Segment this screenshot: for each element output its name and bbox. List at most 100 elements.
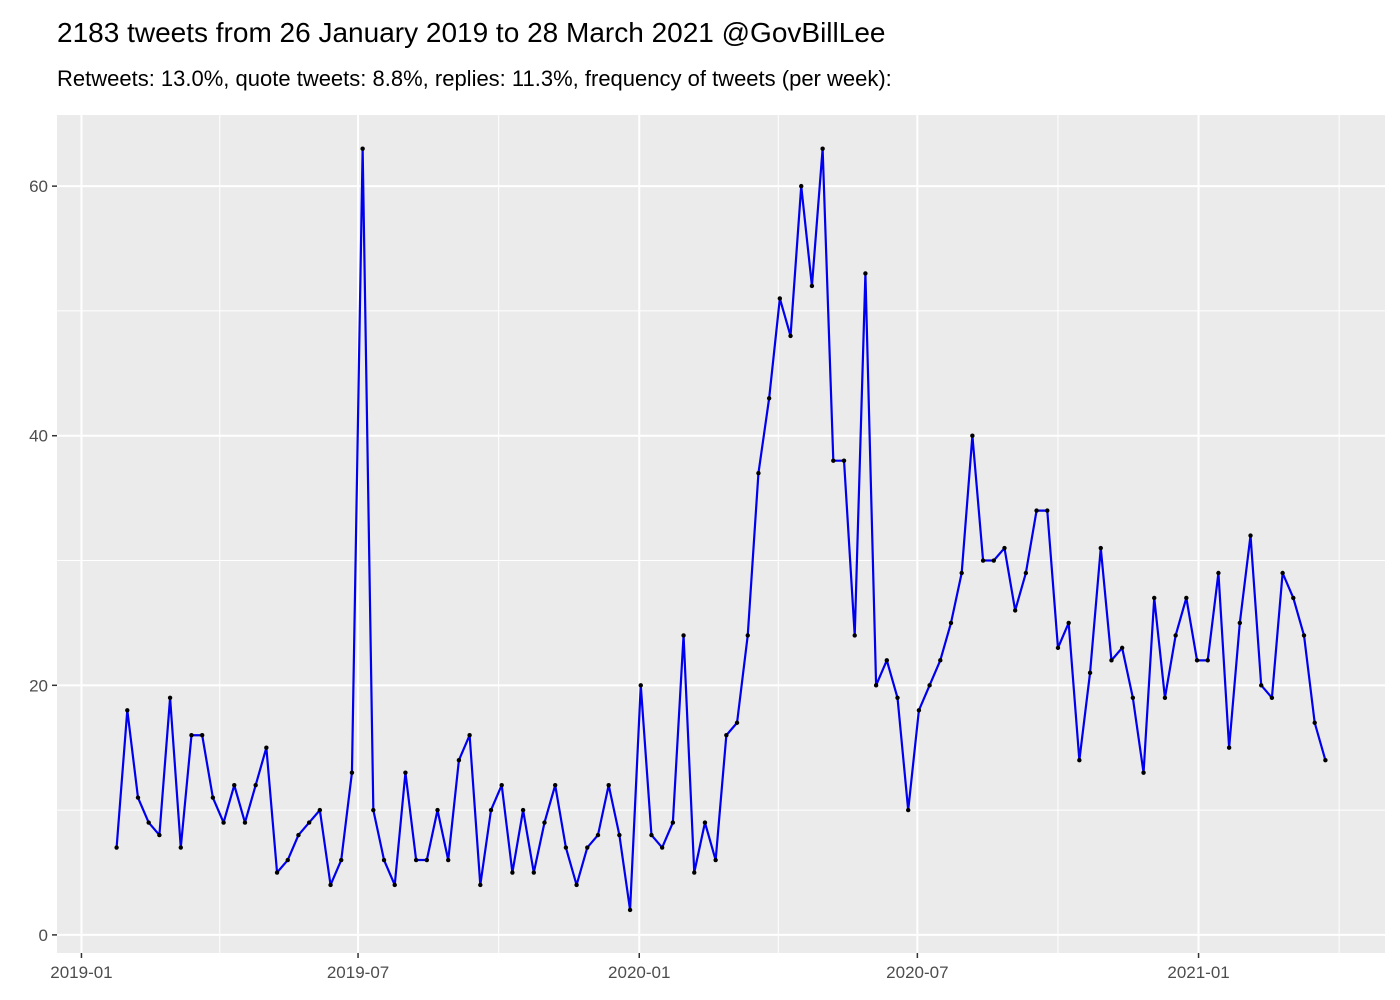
point <box>670 820 676 825</box>
line <box>115 147 1327 912</box>
point <box>745 633 750 638</box>
point <box>1066 620 1071 626</box>
point <box>1216 570 1221 576</box>
point <box>970 433 975 438</box>
point <box>253 782 258 788</box>
point <box>574 882 579 888</box>
point <box>980 558 986 563</box>
point <box>595 832 601 838</box>
y-tick-label: 0 <box>39 926 48 945</box>
point <box>520 807 526 813</box>
point <box>178 845 183 850</box>
panel <box>57 115 1385 953</box>
point <box>446 857 451 863</box>
point <box>617 832 622 838</box>
point <box>456 757 462 763</box>
point <box>1162 695 1168 700</box>
point <box>638 683 643 688</box>
point <box>927 683 932 688</box>
point <box>274 870 280 875</box>
point <box>852 633 857 638</box>
x-tick-label: 2019-01 <box>50 963 112 982</box>
point <box>510 870 515 875</box>
point <box>403 770 408 775</box>
point <box>766 396 772 401</box>
point <box>563 845 569 850</box>
point <box>221 820 226 825</box>
point <box>135 795 141 800</box>
point <box>777 296 783 301</box>
point <box>435 807 440 813</box>
point <box>317 807 323 813</box>
point <box>820 146 825 151</box>
point <box>1077 757 1082 763</box>
point <box>959 570 964 576</box>
grid <box>57 115 1385 953</box>
point <box>531 870 536 875</box>
point <box>542 820 547 825</box>
point <box>381 857 387 863</box>
point <box>991 558 996 563</box>
point <box>1184 595 1189 601</box>
point <box>1109 658 1114 663</box>
point <box>1087 670 1093 676</box>
point <box>1023 570 1029 576</box>
point <box>1130 695 1136 700</box>
point <box>1119 645 1125 651</box>
point <box>478 882 483 888</box>
point <box>114 845 119 850</box>
point <box>1002 545 1007 551</box>
point <box>242 820 248 825</box>
point <box>659 845 665 850</box>
point <box>413 857 419 863</box>
y-tick-label: 60 <box>29 177 48 196</box>
point <box>125 708 130 713</box>
point <box>606 782 611 788</box>
y-tick-label: 40 <box>29 427 48 446</box>
point <box>1205 658 1210 663</box>
point <box>328 882 333 888</box>
x-tick-label: 2020-07 <box>886 963 948 982</box>
point <box>713 857 718 863</box>
point <box>788 333 793 339</box>
point <box>1055 645 1061 651</box>
point <box>1323 757 1328 763</box>
point <box>1269 695 1275 700</box>
point <box>692 870 697 875</box>
point <box>1034 508 1039 513</box>
point <box>392 882 397 888</box>
point <box>873 683 879 688</box>
point <box>339 857 344 863</box>
point <box>938 658 943 663</box>
point <box>916 708 922 713</box>
point <box>1045 508 1050 513</box>
point <box>232 782 237 788</box>
point <box>841 458 847 463</box>
x-tick-label: 2019-07 <box>327 963 389 982</box>
point <box>681 633 686 638</box>
point <box>809 283 815 289</box>
point <box>863 271 868 276</box>
point <box>1194 658 1200 663</box>
point <box>1012 608 1018 613</box>
point <box>306 820 312 825</box>
point <box>296 832 301 838</box>
point <box>210 795 216 800</box>
x-tick-label: 2021-01 <box>1167 963 1229 982</box>
point <box>1152 595 1157 601</box>
point <box>734 720 740 725</box>
y-tick-label: 20 <box>29 676 48 695</box>
point <box>488 807 494 813</box>
point <box>1259 683 1264 688</box>
point <box>1301 633 1307 638</box>
point <box>702 820 708 825</box>
point <box>1248 533 1253 538</box>
point <box>884 658 890 663</box>
point <box>349 770 355 775</box>
point <box>906 807 911 813</box>
x-tick-label: 2020-01 <box>608 963 670 982</box>
point <box>167 695 173 700</box>
point <box>146 820 151 825</box>
point <box>724 733 729 738</box>
